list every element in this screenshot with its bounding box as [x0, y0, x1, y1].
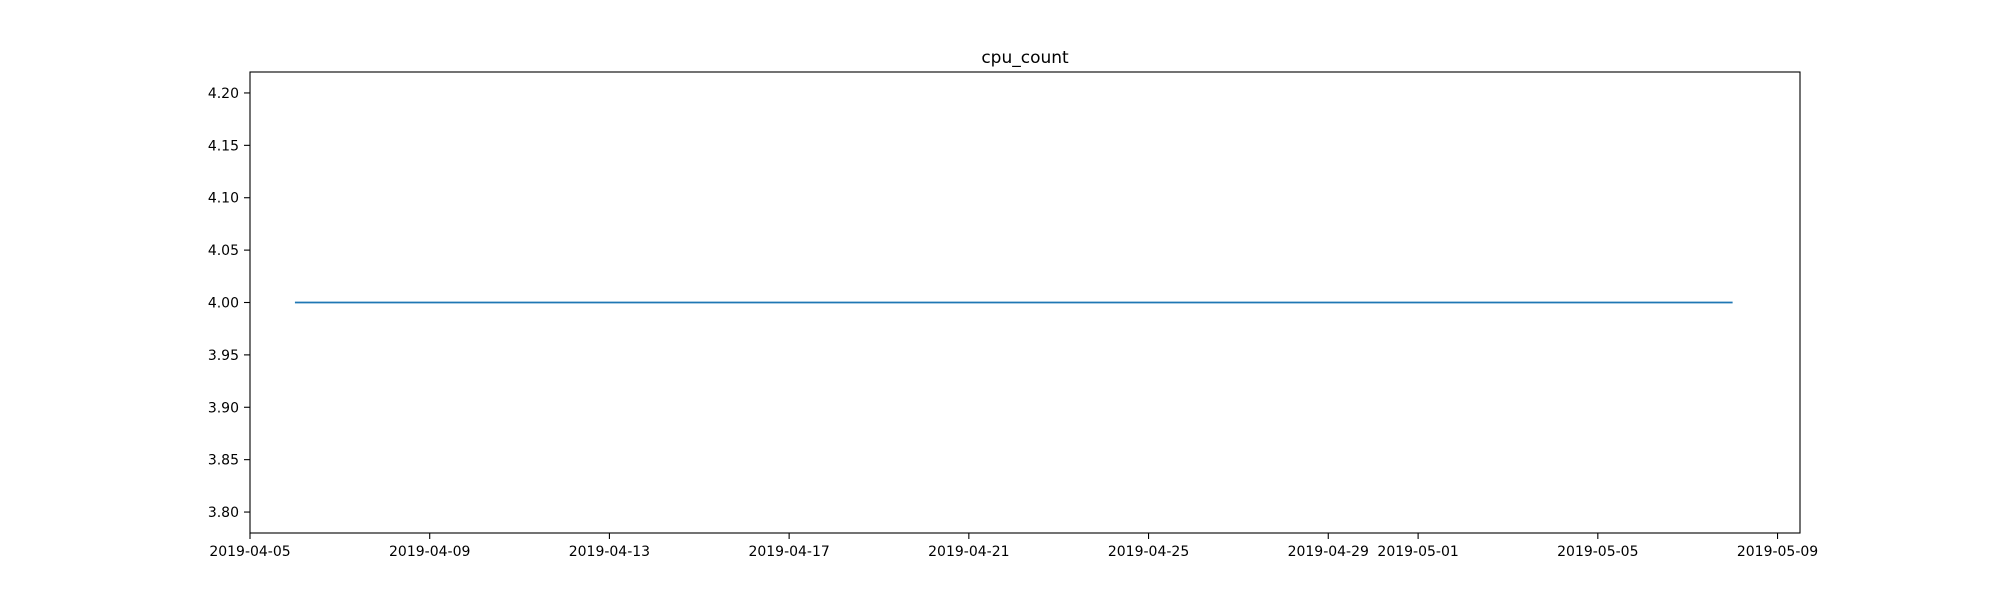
y-tick-label: 3.90 [208, 400, 239, 416]
x-tick-label: 2019-05-01 [1377, 544, 1458, 560]
x-tick-label: 2019-04-17 [748, 544, 829, 560]
axes-frame [249, 71, 1801, 534]
x-tick-label: 2019-04-13 [569, 544, 650, 560]
y-tick-label: 4.15 [208, 138, 239, 154]
y-tick-label: 4.20 [208, 86, 239, 102]
y-tick-label: 3.80 [208, 505, 239, 521]
y-tick-label: 4.05 [208, 243, 239, 259]
x-axis: 2019-04-05 2019-04-09 2019-04-13 2019-04-17… [209, 533, 1818, 560]
x-tick-label: 2019-04-09 [389, 544, 470, 560]
x-tick-label: 2019-04-25 [1108, 544, 1189, 560]
y-tick-label: 3.95 [208, 348, 239, 364]
y-tick-label: 3.85 [208, 453, 239, 469]
x-tick-label: 2019-05-05 [1557, 544, 1638, 560]
y-axis: 3.80 3.85 3.90 3.95 4.00 4.05 4.10 4.15 4.20 [208, 86, 250, 521]
x-tick-label: 2019-04-05 [209, 544, 290, 560]
chart-title: cpu_count [981, 48, 1069, 68]
x-tick-label: 2019-04-29 [1288, 544, 1369, 560]
y-tick-label: 4.00 [208, 296, 239, 312]
x-tick-label: 2019-05-09 [1737, 544, 1818, 560]
x-tick-label: 2019-04-21 [928, 544, 1009, 560]
y-tick-label: 4.10 [208, 191, 239, 207]
